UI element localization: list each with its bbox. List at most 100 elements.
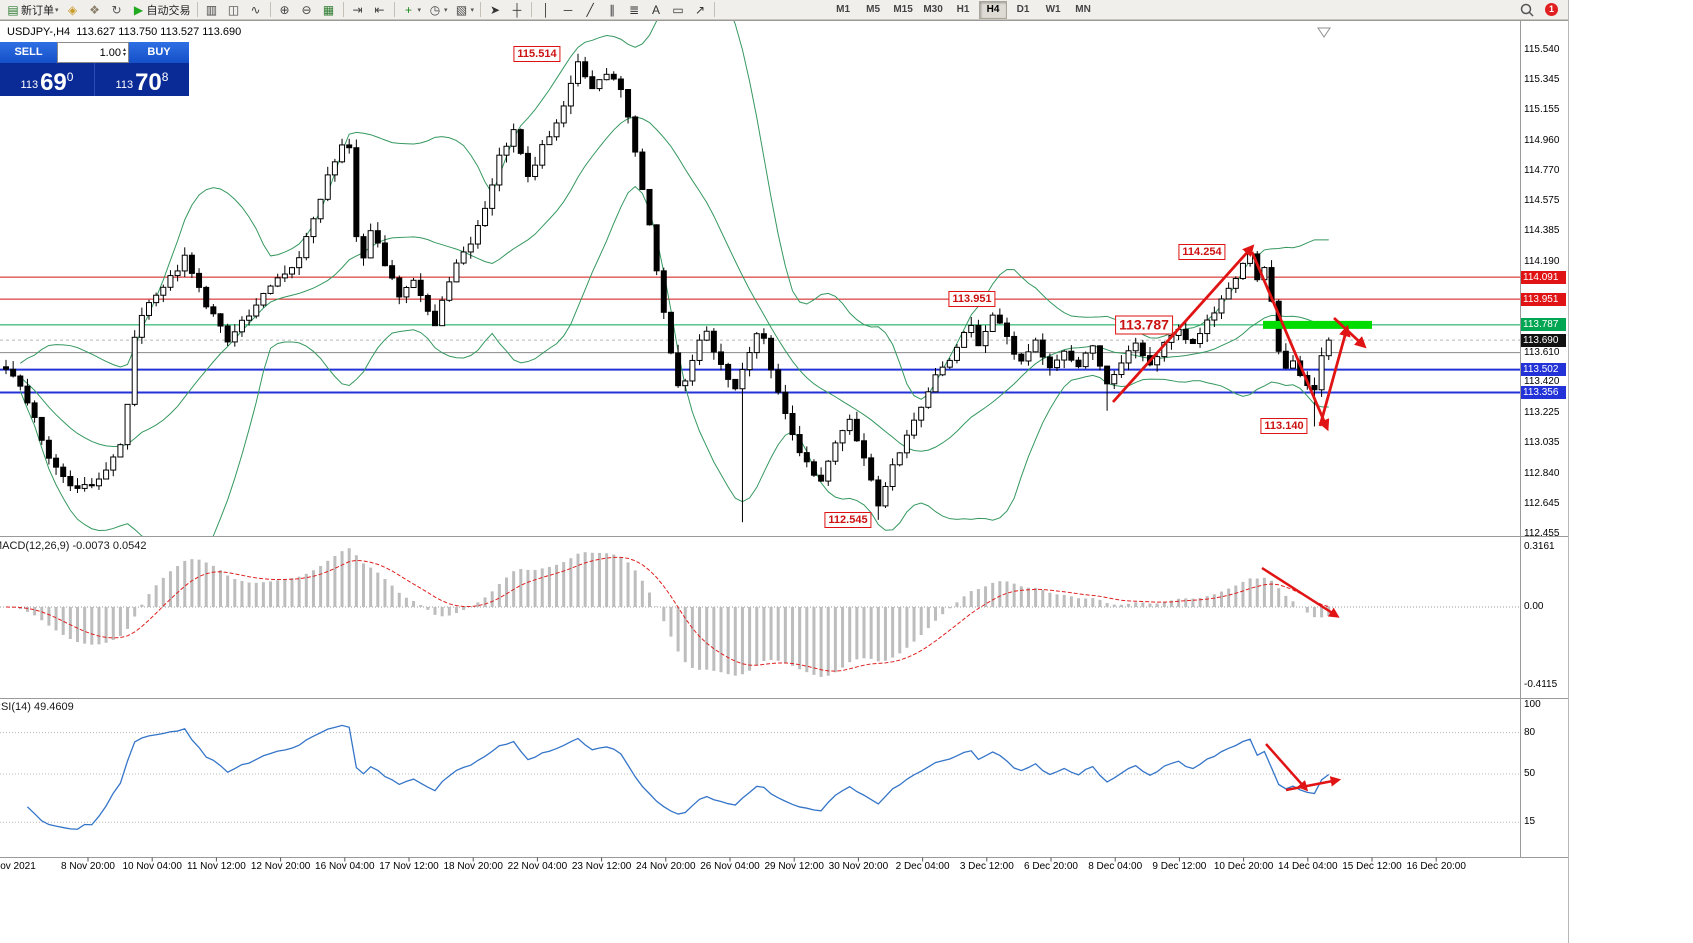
arrows-button[interactable]: ↗ [689,1,711,19]
label-icon: ▭ [672,2,684,17]
tile-windows-button[interactable]: ▦ [318,1,340,19]
rsi-axis-label: 15 [1524,816,1536,828]
timeframe-mn[interactable]: MN [1075,3,1091,15]
time-axis-label: 17 Nov 12:00 [379,861,439,872]
periods-button[interactable]: ◷ ▾ [424,1,451,19]
rsi-axis-label: 100 [1524,699,1541,710]
timeframe-h1[interactable]: H1 [956,3,970,15]
time-axis-label: 18 Nov 20:00 [443,861,503,872]
tile-windows-icon: ▦ [322,2,335,17]
time-axis-label: 12 Nov 20:00 [250,861,311,872]
caret-down-icon: ▾ [444,6,448,14]
toolbar-separator [714,2,716,17]
channel-button[interactable]: ∥ [601,1,623,19]
price-level-chip: 113.502 [1521,363,1566,377]
horizontal-line-icon: ─ [563,2,573,17]
time-axis-label: 8 Dec 04:00 [1088,861,1143,872]
toolbar-separator [480,2,482,17]
price-axis-label: 114.960 [1524,134,1560,146]
metaeditor-icon: ◈ [67,2,78,17]
buy-price[interactable]: 113 70 8 [95,63,189,96]
volume-up-icon[interactable]: ▴ [122,46,126,53]
volume-down-icon[interactable]: ▾ [122,51,126,58]
auto-scroll-icon: ⇥ [352,2,363,17]
indicators-plus-icon: + [405,2,413,17]
text-button[interactable]: A [645,1,667,19]
timeframe-m30[interactable]: M30 [923,3,943,15]
hand-cursor-button[interactable]: ❖ [84,1,106,19]
sell-price-big: 69 [40,69,67,96]
refresh-icon: ↻ [111,2,122,17]
auto-trading-button-label: 自动交易 [146,4,191,17]
new-order-button[interactable]: ▤ 新订单 ▾ [2,1,62,19]
toolbar-right: 1 [1517,1,1558,19]
time-axis-label: 2 Dec 04:00 [895,861,950,872]
price-axis-label: 113.610 [1524,346,1560,358]
bar-chart-button[interactable]: ▥ [201,1,223,19]
timeframe-m15[interactable]: M15 [893,3,913,15]
trendline-button[interactable]: ╱ [579,1,601,19]
timeframe-m5[interactable]: M5 [866,3,881,15]
volume-input[interactable] [78,46,121,59]
buy-button[interactable]: BUY [129,42,189,63]
fibonacci-icon: ≣ [629,2,640,17]
price-annotation: 114.254 [1178,243,1226,260]
caret-down-icon: ▾ [417,6,422,14]
crosshair-button[interactable]: ┼ [506,1,528,19]
time-axis-label: 10 Nov 04:00 [122,861,182,872]
templates-button[interactable]: ▧ ▾ [451,1,478,19]
rsi-indicator-label: RSI(14) 49.4609 [0,701,74,713]
timeframe-m1[interactable]: M1 [836,3,851,15]
price-axis-label: 114.385 [1524,224,1560,236]
metaeditor-button[interactable]: ◈ [62,1,84,19]
sell-price-sup: 0 [66,70,74,84]
chart-shift-button[interactable]: ⇤ [369,1,391,19]
timeframe-h4[interactable]: H4 [979,0,1008,19]
price-axis-label: 114.770 [1524,164,1560,176]
auto-trading-button[interactable]: ▶ 自动交易 [128,1,194,19]
time-axis-label: 9 Dec 12:00 [1152,861,1207,872]
toolbar-separator [393,2,395,17]
auto-scroll-button[interactable]: ⇥ [347,1,369,19]
notification-badge[interactable]: 1 [1545,3,1558,16]
timeframe-d1[interactable]: D1 [1016,3,1030,15]
vertical-line-icon: │ [542,2,550,17]
fibonacci-button[interactable]: ≣ [623,1,645,19]
candlestick-chart-button[interactable]: ◫ [223,1,245,19]
price-annotation: 113.787 [1115,315,1173,335]
search-icon [1520,3,1534,17]
macd-axis-label: -0.4115 [1524,679,1558,691]
horizontal-line-button[interactable]: ─ [557,1,579,19]
price-level-chip: 113.356 [1521,386,1566,400]
indicators-button[interactable]: + ▾ [398,1,425,19]
vertical-line-button[interactable]: │ [535,1,557,19]
time-axis-label: 3 Dec 12:00 [959,861,1014,872]
time-axis-label: 23 Nov 12:00 [571,861,632,872]
bar-chart-icon: ▥ [205,2,218,17]
line-chart-button[interactable]: ∿ [245,1,267,19]
price-axis-label: 115.345 [1524,74,1560,86]
price-level-chip: 113.787 [1521,318,1566,332]
toolbar-separator [196,2,198,17]
cursor-button[interactable]: ➤ [484,1,506,19]
search-button[interactable] [1517,1,1537,19]
macd-axis-label: 0.00 [1524,601,1544,612]
time-axis-label: 24 Nov 20:00 [636,861,696,872]
candlestick-icon: ◫ [227,2,240,17]
sell-button[interactable]: SELL [0,42,57,63]
timeframe-toolbar: M1 M5 M15 M30 H1 H4 D1 W1 MN [828,0,1098,19]
history-center-button[interactable]: ↻ [106,1,128,19]
zoom-out-button[interactable]: ⊖ [296,1,318,19]
chart-canvas[interactable] [0,21,1520,857]
label-button[interactable]: ▭ [667,1,689,19]
price-axis-label: 112.455 [1524,528,1560,539]
time-axis-label: 16 Nov 04:00 [315,861,375,872]
timeframe-w1[interactable]: W1 [1045,3,1061,15]
zoom-in-button[interactable]: ⊕ [274,1,296,19]
sell-price[interactable]: 113 69 0 [0,63,95,96]
time-axis-label: 8 Nov 20:00 [61,861,115,872]
toolbar-separator [531,2,533,17]
template-icon: ▧ [455,2,468,17]
time-axis-label: 14 Dec 04:00 [1278,861,1338,872]
price-level-chip: 114.091 [1521,270,1566,284]
